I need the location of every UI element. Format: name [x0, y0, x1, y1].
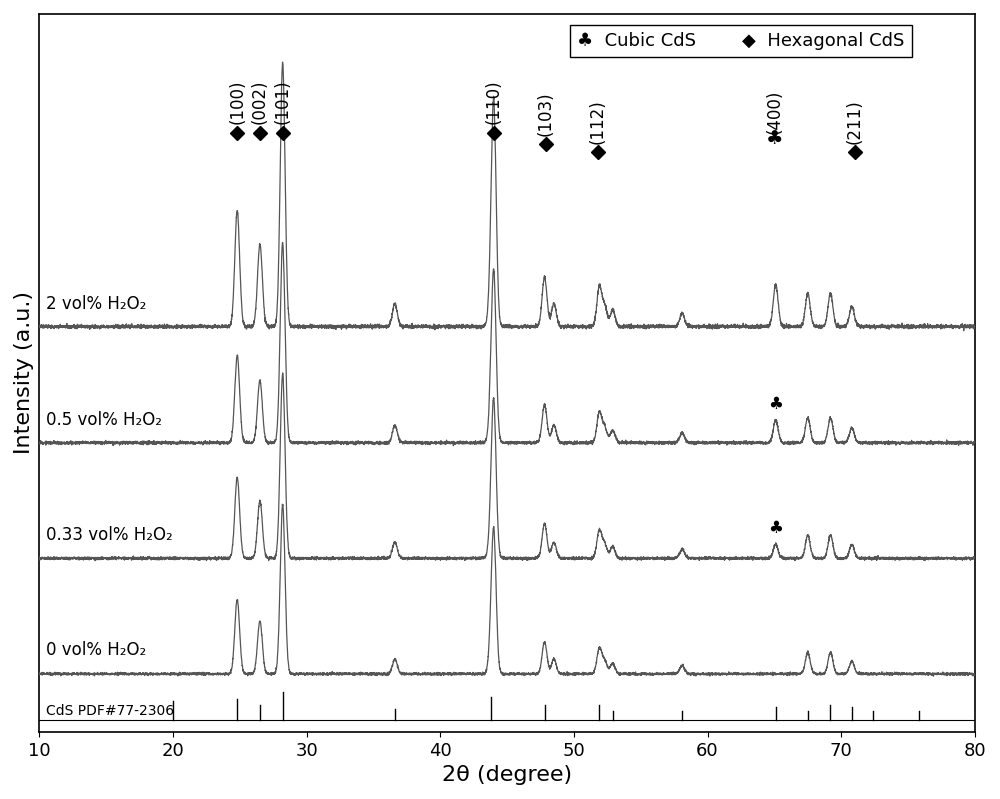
Text: (101): (101) — [274, 80, 292, 125]
Text: 2 vol% H₂O₂: 2 vol% H₂O₂ — [46, 296, 147, 313]
Text: CdS PDF#77-2306: CdS PDF#77-2306 — [46, 705, 174, 718]
Text: ♣  Cubic CdS        ◆  Hexagonal CdS: ♣ Cubic CdS ◆ Hexagonal CdS — [577, 32, 905, 50]
Text: (112): (112) — [589, 99, 607, 144]
Text: 0.5 vol% H₂O₂: 0.5 vol% H₂O₂ — [46, 411, 162, 428]
Text: (103): (103) — [537, 91, 555, 136]
Text: (400): (400) — [765, 89, 783, 133]
Text: ♣: ♣ — [766, 129, 783, 149]
Text: (211): (211) — [846, 99, 864, 144]
Text: (100): (100) — [228, 80, 246, 125]
Text: ♣: ♣ — [768, 519, 783, 537]
Text: (002): (002) — [251, 80, 269, 125]
Text: 0 vol% H₂O₂: 0 vol% H₂O₂ — [46, 641, 146, 659]
X-axis label: 2θ (degree): 2θ (degree) — [442, 765, 572, 785]
Text: (110): (110) — [485, 80, 503, 125]
Text: 0.33 vol% H₂O₂: 0.33 vol% H₂O₂ — [46, 526, 173, 543]
Text: ♣: ♣ — [768, 395, 783, 413]
Y-axis label: Intensity (a.u.): Intensity (a.u.) — [14, 292, 34, 455]
